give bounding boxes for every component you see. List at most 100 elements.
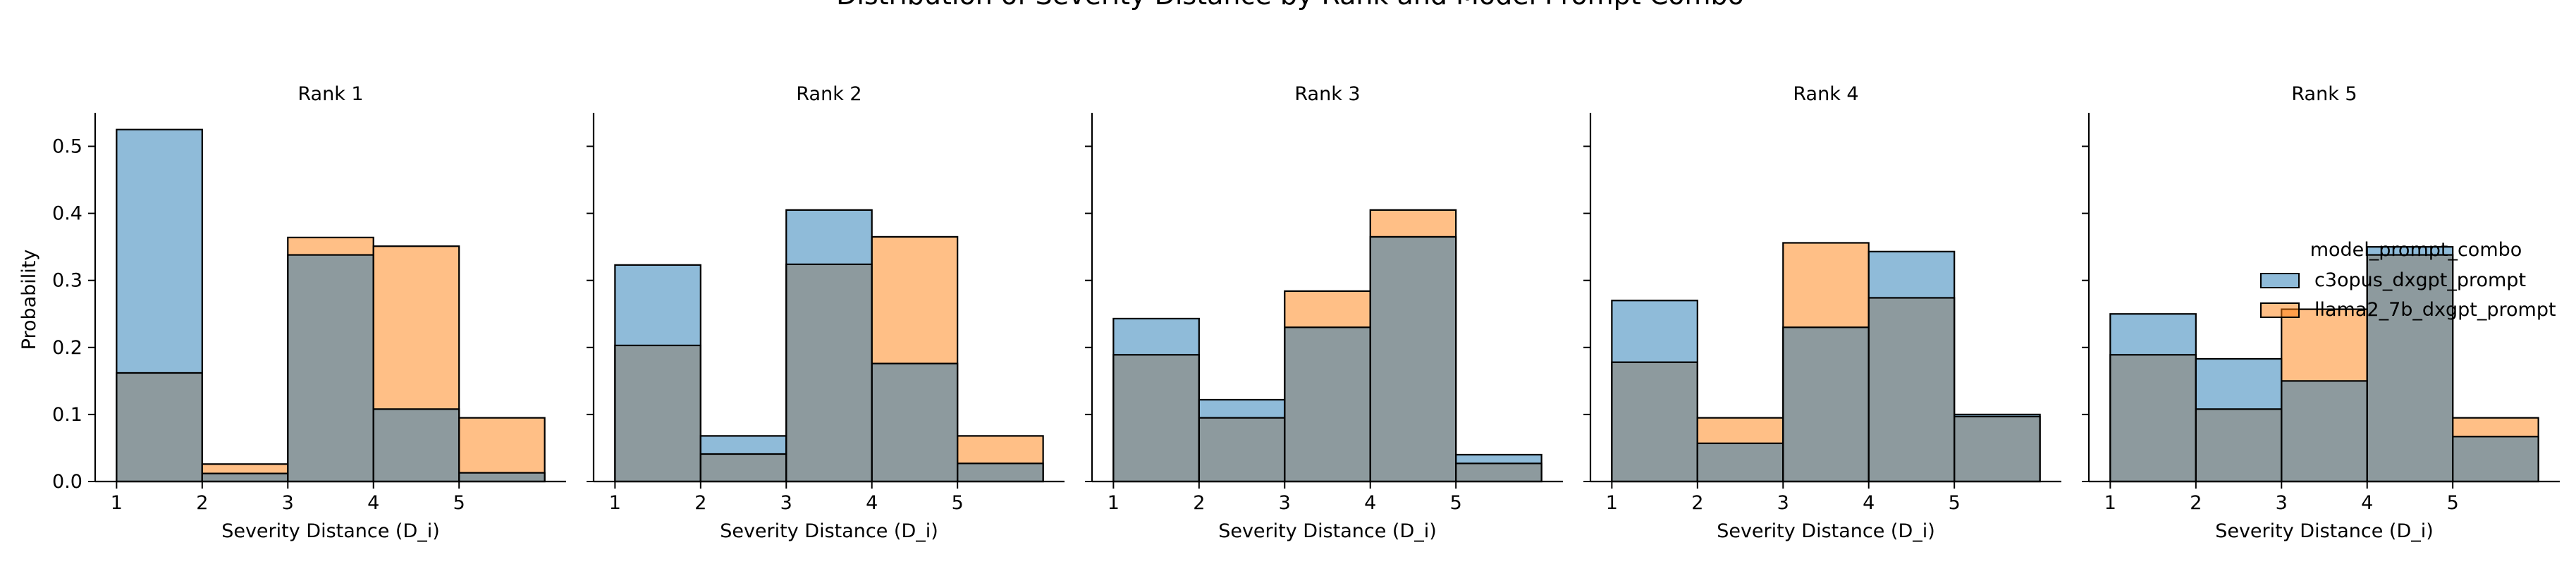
facet-panel: Rank 5 1 2 3 4 5 Severity Distance (D_i) xyxy=(2082,83,2560,542)
x-tick-label: 2 xyxy=(1193,492,1205,514)
histogram-bar-overlap xyxy=(2453,436,2539,482)
histogram-bar-overlap xyxy=(1783,327,1869,482)
histogram-bar-excess xyxy=(2195,358,2282,410)
histogram-bar-overlap xyxy=(1954,416,2040,482)
legend-entry-label: llama2_7b_dxgpt_prompt xyxy=(2314,299,2556,321)
figure-title: Distribution of Severity Distance by Ran… xyxy=(836,0,1744,11)
histogram-bar-excess xyxy=(459,417,545,473)
histogram-bar-overlap xyxy=(1284,327,1370,482)
histogram-bar-overlap xyxy=(288,255,374,482)
x-tick-label: 3 xyxy=(1279,492,1291,514)
histogram-bar-overlap xyxy=(1868,298,1955,482)
y-tick-label: 0.4 xyxy=(52,203,82,225)
x-axis-label: Severity Distance (D_i) xyxy=(2215,520,2434,542)
x-tick-label: 5 xyxy=(453,492,465,514)
x-tick-label: 2 xyxy=(2190,492,2202,514)
facet-panels: Rank 1 0.0 0.1 0.2 0.3 0.4 0.5 1 2 3 4 5 Severity Di… xyxy=(52,83,2560,542)
histogram-bar-overlap xyxy=(957,463,1043,482)
histogram-bar-excess xyxy=(2110,314,2196,355)
facet-panel: Rank 1 0.0 0.1 0.2 0.3 0.4 0.5 1 2 3 4 5 Severity Di… xyxy=(52,83,566,542)
x-tick-label: 2 xyxy=(694,492,706,514)
histogram-bar-overlap xyxy=(2367,255,2453,482)
facet-panel: Rank 4 1 2 3 4 5 Severity Distance (D_i) xyxy=(1583,83,2061,542)
x-tick-label: 1 xyxy=(1108,492,1120,514)
histogram-bar-excess xyxy=(1370,209,1456,237)
x-axis-label: Severity Distance (D_i) xyxy=(1717,520,1935,542)
panel-title: Rank 5 xyxy=(2291,83,2357,105)
histogram-bar-overlap xyxy=(1456,463,1542,482)
histogram-bar-overlap xyxy=(459,472,545,482)
histogram-bar-excess xyxy=(1456,454,1542,464)
histogram-bar-excess xyxy=(786,209,872,264)
histogram-bar-overlap xyxy=(373,409,460,482)
x-tick-label: 5 xyxy=(1949,492,1961,514)
x-axis-label: Severity Distance (D_i) xyxy=(720,520,938,542)
histogram-bar-excess xyxy=(373,246,460,410)
histogram-bar-excess xyxy=(615,264,701,345)
histogram-bar-excess xyxy=(2281,309,2367,381)
histogram-bar-excess xyxy=(1284,290,1370,328)
histogram-bar-overlap xyxy=(1198,417,1285,482)
x-tick-label: 5 xyxy=(2447,492,2459,514)
histogram-bar-excess xyxy=(1954,414,2040,417)
x-tick-label: 5 xyxy=(952,492,964,514)
x-tick-label: 4 xyxy=(866,492,878,514)
x-tick-label: 5 xyxy=(1450,492,1462,514)
histogram-bar-overlap xyxy=(1697,443,1784,482)
x-tick-label: 1 xyxy=(1606,492,1618,514)
x-tick-label: 2 xyxy=(196,492,208,514)
histogram-bar-excess xyxy=(2453,417,2539,437)
x-tick-label: 4 xyxy=(367,492,379,514)
facet-panel: Rank 2 1 2 3 4 5 Severity Distance (D_i) xyxy=(587,83,1065,542)
x-tick-label: 3 xyxy=(1777,492,1789,514)
histogram-bar-overlap xyxy=(615,345,701,482)
x-axis-label: Severity Distance (D_i) xyxy=(221,520,440,542)
panel-title: Rank 2 xyxy=(796,83,861,105)
histogram-bar-overlap xyxy=(786,264,872,482)
x-tick-label: 3 xyxy=(282,492,294,514)
histogram-bar-overlap xyxy=(1113,355,1199,482)
y-tick-label: 0.5 xyxy=(52,136,82,158)
y-tick-label: 0.3 xyxy=(52,270,82,292)
histogram-bar-excess xyxy=(1783,243,1869,328)
legend-swatch xyxy=(2260,302,2300,318)
legend-swatch xyxy=(2260,273,2300,288)
x-tick-label: 1 xyxy=(111,492,123,514)
x-tick-label: 3 xyxy=(2276,492,2288,514)
y-tick-label: 0.2 xyxy=(52,337,82,359)
x-tick-label: 1 xyxy=(2104,492,2116,514)
histogram-bar-overlap xyxy=(1612,362,1698,482)
legend: model_prompt_combo c3opus_dxgpt_promptlla… xyxy=(2260,239,2556,321)
histogram-bar-overlap xyxy=(2110,355,2196,482)
histogram-bar-overlap xyxy=(202,473,288,482)
panel-title: Rank 3 xyxy=(1294,83,1360,105)
y-tick-label: 0.0 xyxy=(52,471,82,493)
facet-panel: Rank 3 1 2 3 4 5 Severity Distance (D_i) xyxy=(1085,83,1563,542)
histogram-bar-overlap xyxy=(2281,381,2367,482)
panel-title: Rank 1 xyxy=(298,83,363,105)
x-axis-label: Severity Distance (D_i) xyxy=(1218,520,1437,542)
histogram-bar-overlap xyxy=(1370,236,1456,482)
histogram-bar-excess xyxy=(957,436,1043,464)
panel-title: Rank 4 xyxy=(1793,83,1858,105)
histogram-bar-excess xyxy=(871,236,958,364)
legend-title: model_prompt_combo xyxy=(2310,239,2522,261)
histogram-bar-overlap xyxy=(700,454,787,482)
histogram-bar-excess xyxy=(700,436,787,455)
histogram-bar-overlap xyxy=(116,372,202,482)
histogram-bar-excess xyxy=(1198,399,1285,418)
histogram-bar-excess xyxy=(116,129,202,373)
x-tick-label: 1 xyxy=(609,492,621,514)
y-tick-label: 0.1 xyxy=(52,404,82,426)
x-tick-label: 4 xyxy=(1364,492,1376,514)
legend-entry-label: c3opus_dxgpt_prompt xyxy=(2314,269,2526,291)
y-axis-label: Probability xyxy=(18,250,40,350)
histogram-bar-excess xyxy=(202,464,288,474)
x-tick-label: 3 xyxy=(780,492,792,514)
histogram-bar-overlap xyxy=(2195,409,2282,482)
x-tick-label: 4 xyxy=(2361,492,2373,514)
histogram-bar-excess xyxy=(1113,318,1199,355)
histogram-bar-excess xyxy=(2367,247,2453,255)
x-tick-label: 2 xyxy=(1691,492,1703,514)
